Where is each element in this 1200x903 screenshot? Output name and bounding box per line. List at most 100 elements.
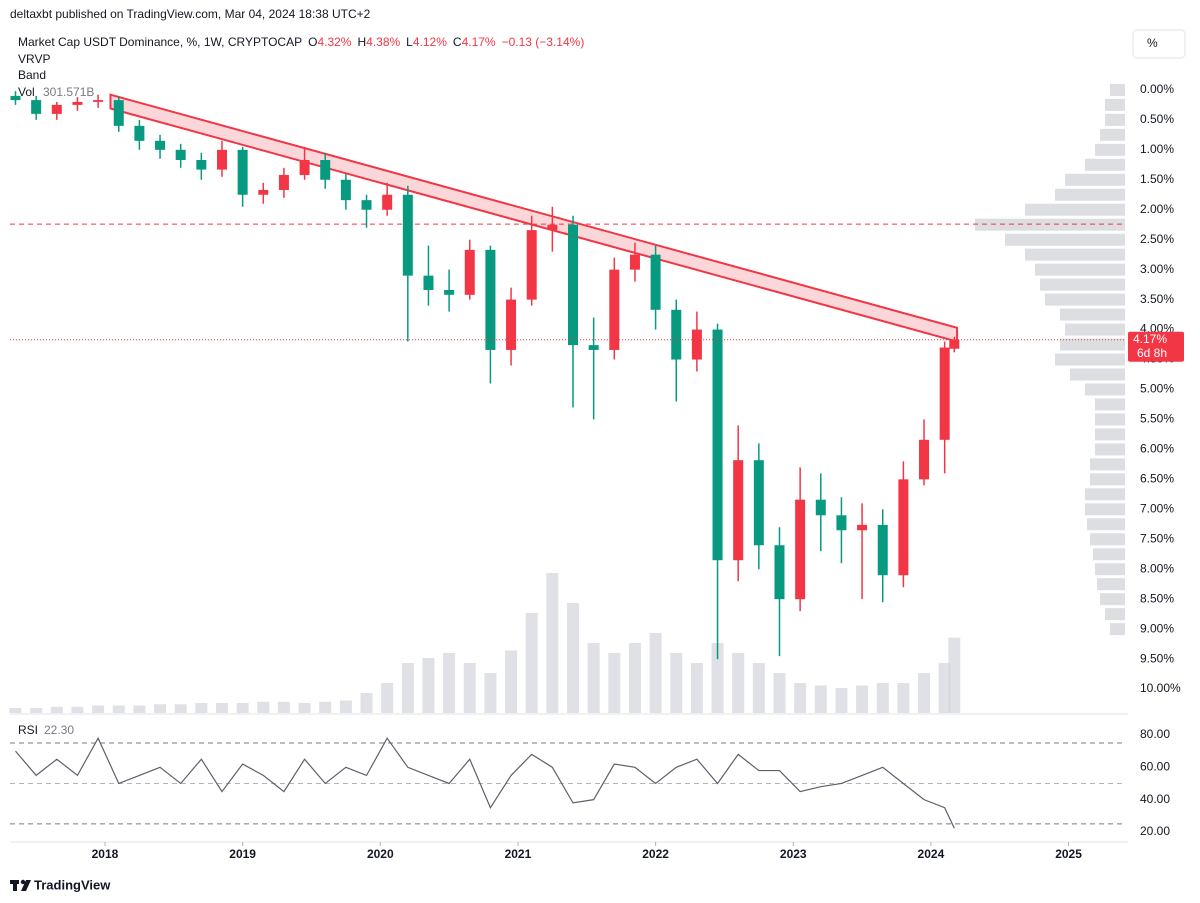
volume-bar [732,653,745,713]
candle-body [216,149,227,170]
volume-bar [257,701,270,713]
indicator-label: Band [18,68,46,82]
legend-item: −0.13 (−3.14%) [502,35,585,49]
volume-bar [484,673,497,713]
candle-body [712,329,723,561]
volume-bar [133,705,146,713]
vrvp-bar [1085,488,1125,501]
y-tick-label: 6.50% [1140,472,1174,486]
volume-bar [9,708,22,713]
candle-body [526,230,537,300]
legend-item: Market Cap USDT Dominance, %, 1W, CRYPTO… [18,35,302,49]
x-tick-label: 2019 [229,847,256,861]
candle-body [155,140,166,150]
volume-bar [381,683,394,713]
vrvp-bar [1095,413,1125,426]
vrvp-bar [1025,248,1125,261]
volume-bar [30,708,43,713]
vrvp-bar [1055,188,1125,201]
volume-bar [690,663,703,713]
candle-body [402,194,413,276]
volume-bar [50,706,63,713]
volume-bar [649,633,662,713]
y-tick-label: 5.00% [1140,382,1174,396]
candle-body [10,95,21,101]
volume-bar [794,683,807,713]
candle-body [898,479,909,576]
rsi-value: 22.30 [44,723,74,737]
y-tick-label: 0.50% [1140,112,1174,126]
vrvp-bar [1085,383,1125,396]
price-tag-countdown: 6d 8h [1137,346,1167,360]
y-tick-label: 8.50% [1140,591,1174,605]
volume-bar [319,701,332,713]
candle-body [340,179,351,201]
vrvp-bar [1110,83,1125,96]
candle-body [485,249,496,350]
scale-button-label[interactable]: % [1147,36,1158,50]
volume-bar [298,703,311,713]
vrvp-bar [1060,338,1125,351]
y-tick-label: 2.00% [1140,202,1174,216]
candle-body [939,347,950,440]
volume-bar [174,704,187,713]
volume-bar [918,673,931,713]
vrvp-bar [1085,158,1125,171]
vrvp-bar [1035,263,1125,276]
candle-body [949,339,960,349]
candle-body [258,189,269,195]
candle-body [815,499,826,516]
indicator-label: VRVP [18,52,50,66]
candle-body [753,460,764,546]
vrvp-bar [1105,608,1125,621]
candle-body [382,194,393,210]
volume-bar [587,643,600,713]
scale-button[interactable] [1132,29,1186,59]
vrvp-bar [1110,623,1125,636]
y-tick-label: 1.00% [1140,142,1174,156]
candle-body [568,224,579,346]
price-tag [1128,331,1184,362]
candle-body [877,524,888,576]
vrvp-bar [1095,143,1125,156]
x-tick-label: 2021 [505,847,532,861]
candle-body [93,100,104,102]
volume-bar [422,658,435,713]
y-tick-label: 0.00% [1140,82,1174,96]
volume-bar [876,683,889,713]
candle-body [836,515,847,531]
y-tick-label: 3.00% [1140,262,1174,276]
volume-bar [443,653,456,713]
candle-body [361,200,372,210]
volume-bar [773,673,786,713]
legend-item: C [453,35,462,49]
vrvp-bar [1100,593,1125,606]
candle-body [51,104,62,114]
volume-bar [752,663,765,713]
volume-bar [215,703,228,713]
x-tick-label: 2018 [92,847,119,861]
volume-bar [711,643,724,713]
vrvp-bar [1095,443,1125,456]
vrvp-bar [1095,563,1125,576]
vrvp-bar [1105,98,1125,111]
y-tick-label: 9.00% [1140,621,1174,635]
candle-body [671,309,682,360]
volume-bar [897,683,910,713]
vrvp-bar [1060,308,1125,321]
candle-body [629,254,640,270]
candle-body [320,160,331,180]
volume-bar [401,663,414,713]
y-tick-label: 1.50% [1140,172,1174,186]
legend-item: 4.38% [366,35,400,49]
candle-body [134,125,145,141]
vrvp-bar [1085,503,1125,516]
candle-body [237,149,248,195]
rsi-name: RSI [18,723,38,737]
volume-bar [92,705,105,713]
volume-bar [835,688,848,713]
candle-body [691,329,702,360]
candle-body [113,100,124,126]
